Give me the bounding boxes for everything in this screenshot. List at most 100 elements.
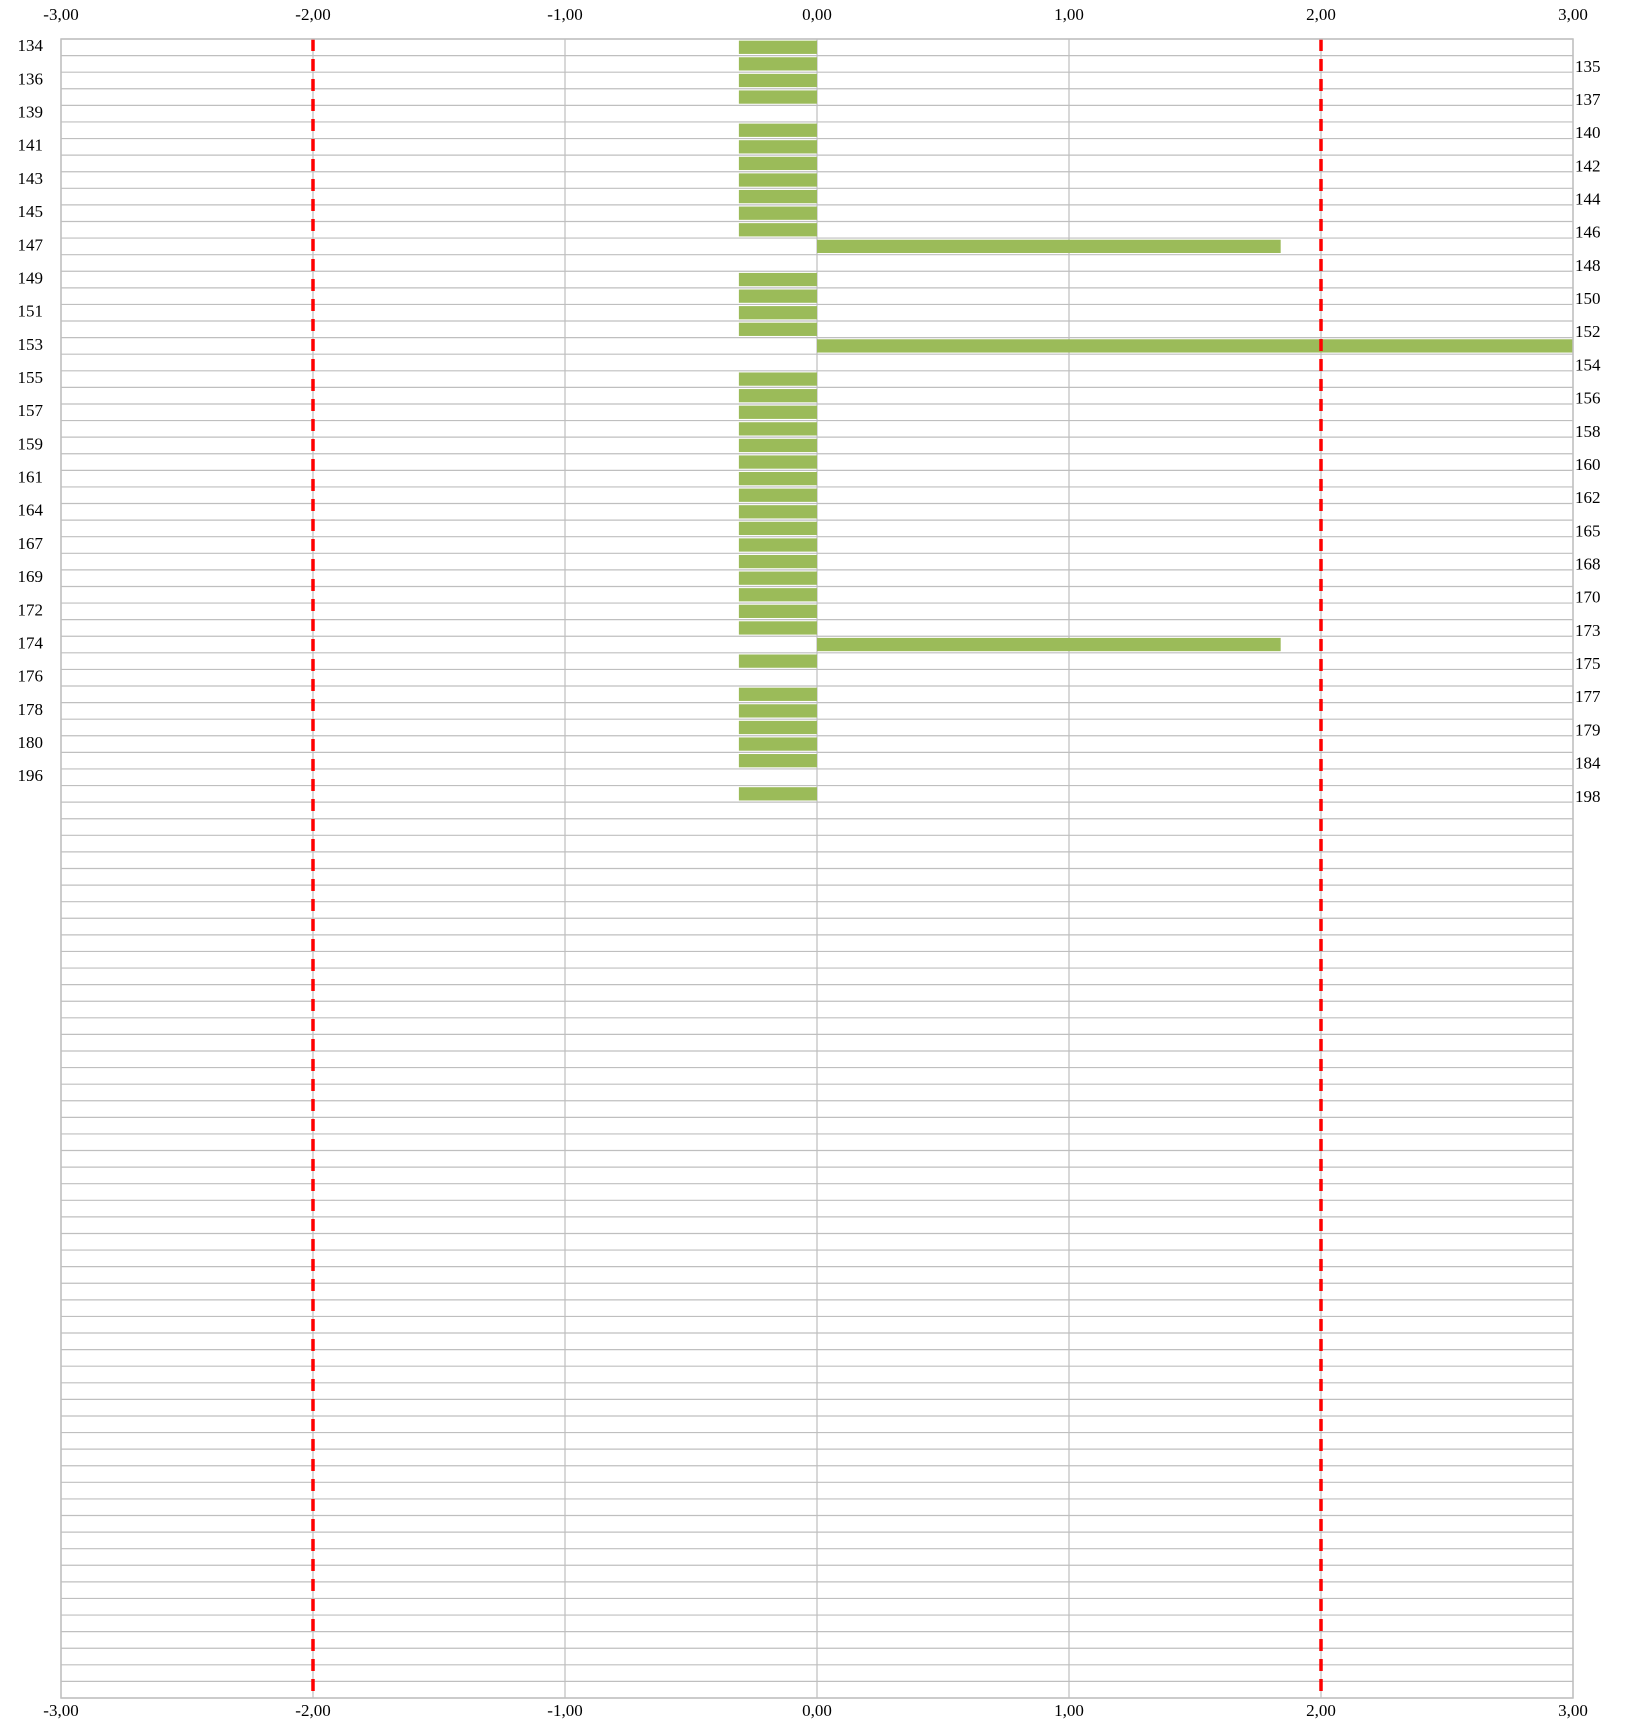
y-tick-label-left: 174 <box>18 633 44 652</box>
x-tick-label-bottom: -3,00 <box>43 1701 78 1720</box>
bar <box>738 588 817 602</box>
y-tick-label-right: 177 <box>1575 687 1601 706</box>
bar <box>738 737 817 751</box>
bar <box>738 787 817 801</box>
bar <box>738 422 817 436</box>
y-tick-label-left: 155 <box>18 368 44 387</box>
y-tick-label-right: 142 <box>1575 156 1601 175</box>
y-tick-label-right: 150 <box>1575 289 1601 308</box>
y-tick-label-right: 165 <box>1575 521 1601 540</box>
y-tick-label-right: 175 <box>1575 654 1601 673</box>
bar <box>738 720 817 735</box>
x-tick-label-bottom: -1,00 <box>547 1701 582 1720</box>
bar <box>738 704 817 718</box>
y-tick-label-right: 140 <box>1575 123 1601 142</box>
bar <box>738 754 817 768</box>
bar <box>738 604 817 618</box>
y-tick-label-right: 154 <box>1575 355 1601 374</box>
bar <box>738 173 817 187</box>
bar <box>817 239 1281 254</box>
bar <box>738 389 817 403</box>
y-tick-label-right: 146 <box>1575 223 1601 242</box>
x-tick-label-bottom: 3,00 <box>1558 1701 1588 1720</box>
y-tick-label-right: 198 <box>1575 787 1601 806</box>
y-tick-label-right: 144 <box>1575 190 1601 209</box>
y-tick-label-left: 157 <box>18 401 44 420</box>
y-tick-label-left: 143 <box>18 169 44 188</box>
y-tick-label-right: 137 <box>1575 90 1601 109</box>
bar <box>738 57 817 71</box>
y-tick-label-left: 136 <box>18 69 44 88</box>
y-tick-label-right: 184 <box>1575 754 1601 773</box>
bar <box>738 571 817 585</box>
y-tick-label-left: 169 <box>18 567 44 586</box>
x-tick-label-top: 2,00 <box>1306 5 1336 24</box>
y-tick-label-left: 159 <box>18 434 44 453</box>
bar <box>738 90 817 104</box>
y-tick-label-left: 147 <box>18 235 44 254</box>
y-tick-label-left: 153 <box>18 335 44 354</box>
y-tick-label-left: 172 <box>18 600 44 619</box>
bar <box>738 322 817 336</box>
x-tick-label-bottom: -2,00 <box>295 1701 330 1720</box>
bar <box>738 289 817 303</box>
y-tick-label-left: 164 <box>18 501 44 520</box>
bar <box>738 455 817 469</box>
y-tick-label-left: 141 <box>18 136 44 155</box>
x-tick-label-top: -2,00 <box>295 5 330 24</box>
bar <box>738 189 817 204</box>
y-tick-label-left: 167 <box>18 534 44 553</box>
bar <box>738 73 817 88</box>
bar <box>817 637 1281 652</box>
x-tick-label-top: 0,00 <box>802 5 832 24</box>
x-tick-label-bottom: 2,00 <box>1306 1701 1336 1720</box>
y-tick-label-right: 148 <box>1575 256 1601 275</box>
y-tick-label-left: 178 <box>18 700 44 719</box>
y-tick-label-left: 151 <box>18 302 44 321</box>
bar <box>738 140 817 154</box>
bar <box>738 405 817 419</box>
bar <box>738 654 817 668</box>
bar <box>817 339 1573 353</box>
bar <box>738 471 817 486</box>
y-tick-label-right: 160 <box>1575 455 1601 474</box>
x-tick-label-bottom: 1,00 <box>1054 1701 1084 1720</box>
bar <box>738 538 817 552</box>
bar <box>738 223 817 237</box>
y-tick-label-left: 180 <box>18 733 44 752</box>
x-tick-label-top: -1,00 <box>547 5 582 24</box>
bar <box>738 156 817 171</box>
bar <box>738 687 817 701</box>
x-tick-label-bottom: 0,00 <box>802 1701 832 1720</box>
bar <box>738 40 817 54</box>
bar <box>738 206 817 220</box>
bar <box>738 306 817 320</box>
bar <box>738 438 817 453</box>
y-tick-label-left: 139 <box>18 103 44 122</box>
x-tick-label-top: -3,00 <box>43 5 78 24</box>
bar <box>738 505 817 519</box>
y-tick-label-right: 158 <box>1575 422 1601 441</box>
y-tick-label-left: 161 <box>18 468 44 487</box>
y-tick-label-left: 149 <box>18 268 44 287</box>
y-tick-label-left: 176 <box>18 667 44 686</box>
bar <box>738 488 817 502</box>
y-tick-label-right: 179 <box>1575 720 1601 739</box>
y-tick-label-left: 196 <box>18 766 44 785</box>
bar <box>738 272 817 287</box>
x-tick-label-top: 3,00 <box>1558 5 1588 24</box>
y-tick-label-right: 162 <box>1575 488 1601 507</box>
y-tick-label-left: 134 <box>18 36 44 55</box>
bar <box>738 372 817 386</box>
bar <box>738 123 817 137</box>
y-tick-label-right: 152 <box>1575 322 1601 341</box>
plot-frame <box>60 38 1574 1699</box>
y-tick-label-right: 170 <box>1575 588 1601 607</box>
bar <box>738 521 817 536</box>
bar <box>738 554 817 569</box>
y-tick-label-left: 145 <box>18 202 44 221</box>
x-tick-label-top: 1,00 <box>1054 5 1084 24</box>
y-tick-label-right: 168 <box>1575 554 1601 573</box>
